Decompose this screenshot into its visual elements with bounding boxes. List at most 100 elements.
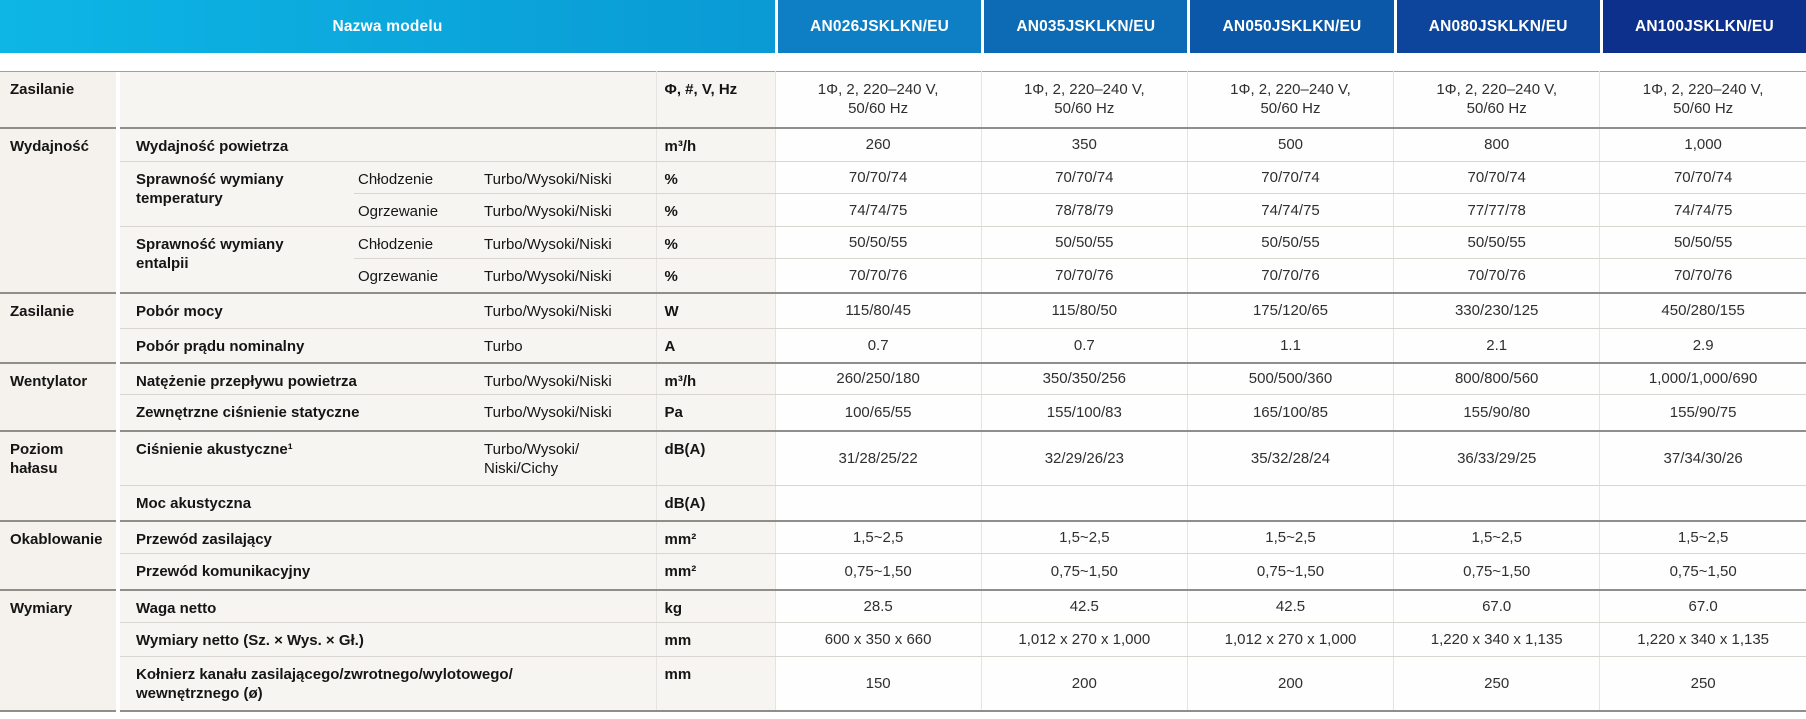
table-row: Wydajność Wydajność powietrza m³/h 260 350 50… <box>0 127 1806 294</box>
column-gap <box>116 589 120 711</box>
mode-cell <box>354 430 480 486</box>
value-cell: 155/100/83 <box>980 394 1188 432</box>
value-cell: 1,5~2,5 <box>1393 520 1600 554</box>
spec-label-cell: Pobór mocy <box>120 292 354 329</box>
value-cell: 1.1 <box>1186 328 1394 364</box>
value-cell: 260 <box>774 127 982 162</box>
table-row: Przewód komunikacyjny mm² 0,75~1,50 0,75~1,… <box>0 553 1806 591</box>
spec-label-cell: Zewnętrzne ciśnienie statyczne <box>120 394 359 432</box>
fan-speed-cell: Turbo/Wysoki/Niski <box>480 362 657 395</box>
fan-speed-cell <box>480 485 657 522</box>
category-cell: Wentylator <box>0 362 116 432</box>
spec-label-cell: Ciśnienie akustyczne¹ <box>120 430 354 486</box>
value-cell: 50/50/55 <box>1599 226 1806 259</box>
model-column-header: AN035JSKLKN/EU <box>984 0 1188 53</box>
value-cell: 115/80/50 <box>980 292 1188 329</box>
value-cell: 0,75~1,50 <box>980 553 1188 591</box>
value-cell: 800/800/560 <box>1393 362 1600 395</box>
model-column-header: AN050JSKLKN/EU <box>1190 0 1394 53</box>
mode-cell <box>354 292 480 329</box>
value-cell: 115/80/45 <box>774 292 982 329</box>
model-column-header: AN100JSKLKN/EU <box>1602 0 1806 53</box>
mode-cell: Chłodzenie <box>354 161 480 194</box>
spec-label-cell <box>120 71 657 129</box>
value-cell: 0,75~1,50 <box>1599 553 1806 591</box>
value-cell <box>1599 485 1806 522</box>
value-cell: 70/70/74 <box>1599 161 1806 194</box>
value-cell <box>1186 485 1394 522</box>
model-column-header: AN080JSKLKN/EU <box>1396 0 1600 53</box>
spec-table: Zasilanie Φ, #, V, Hz 1Φ, 2, 220–240 V, 50… <box>0 71 1806 712</box>
table-row: Ogrzewanie Turbo/Wysoki/Niski% 70/70/76 70/… <box>0 258 1806 294</box>
unit-cell: mm² <box>655 553 776 591</box>
value-cell: 1,012 x 270 x 1,000 <box>1186 622 1394 657</box>
table-row: Pobór prądu nominalny Turbo A 0.7 0.7 1.1 2.1 2… <box>0 328 1806 364</box>
spec-label-cell: Wymiary netto (Sz. × Wys. × Gł.) <box>120 622 657 657</box>
value-cell: 42.5 <box>980 589 1188 623</box>
value-cell: 500 <box>1186 127 1394 162</box>
table-row: Sprawność wymiany temperatury Chłodzenie T… <box>0 161 1806 227</box>
value-cell: 350/350/256 <box>980 362 1188 395</box>
value-cell: 36/33/29/25 <box>1393 430 1600 486</box>
value-cell: 50/50/55 <box>980 226 1188 259</box>
value-cell: 77/77/78 <box>1393 193 1600 227</box>
spec-label-cell: Wydajność powietrza <box>120 127 657 162</box>
table-row: Zasilanie Φ, #, V, Hz 1Φ, 2, 220–240 V, 50… <box>0 71 1806 129</box>
value-cell: 1,5~2,5 <box>774 520 982 554</box>
value-cell: 70/70/76 <box>774 258 982 294</box>
column-gap <box>116 430 120 521</box>
value-cell: 50/50/55 <box>1186 226 1394 259</box>
value-cell: 350 <box>980 127 1188 162</box>
unit-cell: Pa <box>655 394 776 432</box>
unit-cell: A <box>655 328 776 364</box>
column-gap <box>116 292 120 363</box>
value-cell: 0,75~1,50 <box>774 553 982 591</box>
unit-cell: W <box>655 292 776 329</box>
value-cell: 1Φ, 2, 220–240 V, 50/60 Hz <box>1599 71 1806 129</box>
value-cell: 74/74/75 <box>1599 193 1806 227</box>
table-row: Moc akustyczna dB(A) <box>0 485 1806 522</box>
fan-speed-cell: Turbo/Wysoki/Niski <box>480 193 657 227</box>
category-cell: Zasilanie <box>0 71 116 129</box>
mode-cell: Ogrzewanie <box>354 258 480 294</box>
value-cell: 330/230/125 <box>1393 292 1600 329</box>
value-cell: 165/100/85 <box>1186 394 1394 432</box>
value-cell: 1,220 x 340 x 1,135 <box>1393 622 1600 657</box>
mode-cell <box>354 328 480 364</box>
value-cell: 1Φ, 2, 220–240 V, 50/60 Hz <box>1393 71 1600 129</box>
category-cell: Okablowanie <box>0 520 116 591</box>
value-cell: 250 <box>1599 656 1806 712</box>
value-cell: 1,012 x 270 x 1,000 <box>980 622 1188 657</box>
category-cell: Wydajność <box>0 127 116 294</box>
table-row: Wentylator Natężenie przepływu powietrza T… <box>0 362 1806 432</box>
fan-speed-cell: Turbo/Wysoki/Niski <box>480 258 657 294</box>
fan-speed-cell: Turbo/Wysoki/ Niski/Cichy <box>480 430 657 486</box>
mode-cell: Ogrzewanie <box>354 193 480 227</box>
model-column-header: AN026JSKLKN/EU <box>778 0 982 53</box>
unit-cell: % <box>655 193 776 227</box>
value-cell: 31/28/25/22 <box>774 430 982 486</box>
table-row: Wymiary netto (Sz. × Wys. × Gł.) mm 600 x … <box>0 622 1806 657</box>
value-cell: 2.1 <box>1393 328 1600 364</box>
value-cell: 800 <box>1393 127 1600 162</box>
value-cell: 200 <box>1186 656 1394 712</box>
value-cell: 1,5~2,5 <box>1186 520 1394 554</box>
value-cell: 600 x 350 x 660 <box>774 622 982 657</box>
value-cell: 0.7 <box>774 328 982 364</box>
spec-label-cell: Pobór prądu nominalny <box>120 328 354 364</box>
value-cell: 42.5 <box>1186 589 1394 623</box>
value-cell: 50/50/55 <box>1393 226 1600 259</box>
value-cell: 70/70/74 <box>1186 161 1394 194</box>
value-cell: 74/74/75 <box>1186 193 1394 227</box>
value-cell: 70/70/74 <box>980 161 1188 194</box>
unit-cell: mm² <box>655 520 776 554</box>
table-row: Poziom hałasu Ciśnienie akustyczne¹ Turbo/… <box>0 430 1806 522</box>
value-cell: 28.5 <box>774 589 982 623</box>
fan-speed-cell: Turbo/Wysoki/Niski <box>480 161 657 194</box>
value-cell: 1Φ, 2, 220–240 V, 50/60 Hz <box>1186 71 1394 129</box>
column-gap <box>116 362 120 431</box>
column-gap <box>116 71 120 128</box>
unit-cell: mm <box>655 622 776 657</box>
value-cell: 2.9 <box>1599 328 1806 364</box>
mode-cell <box>354 485 480 522</box>
